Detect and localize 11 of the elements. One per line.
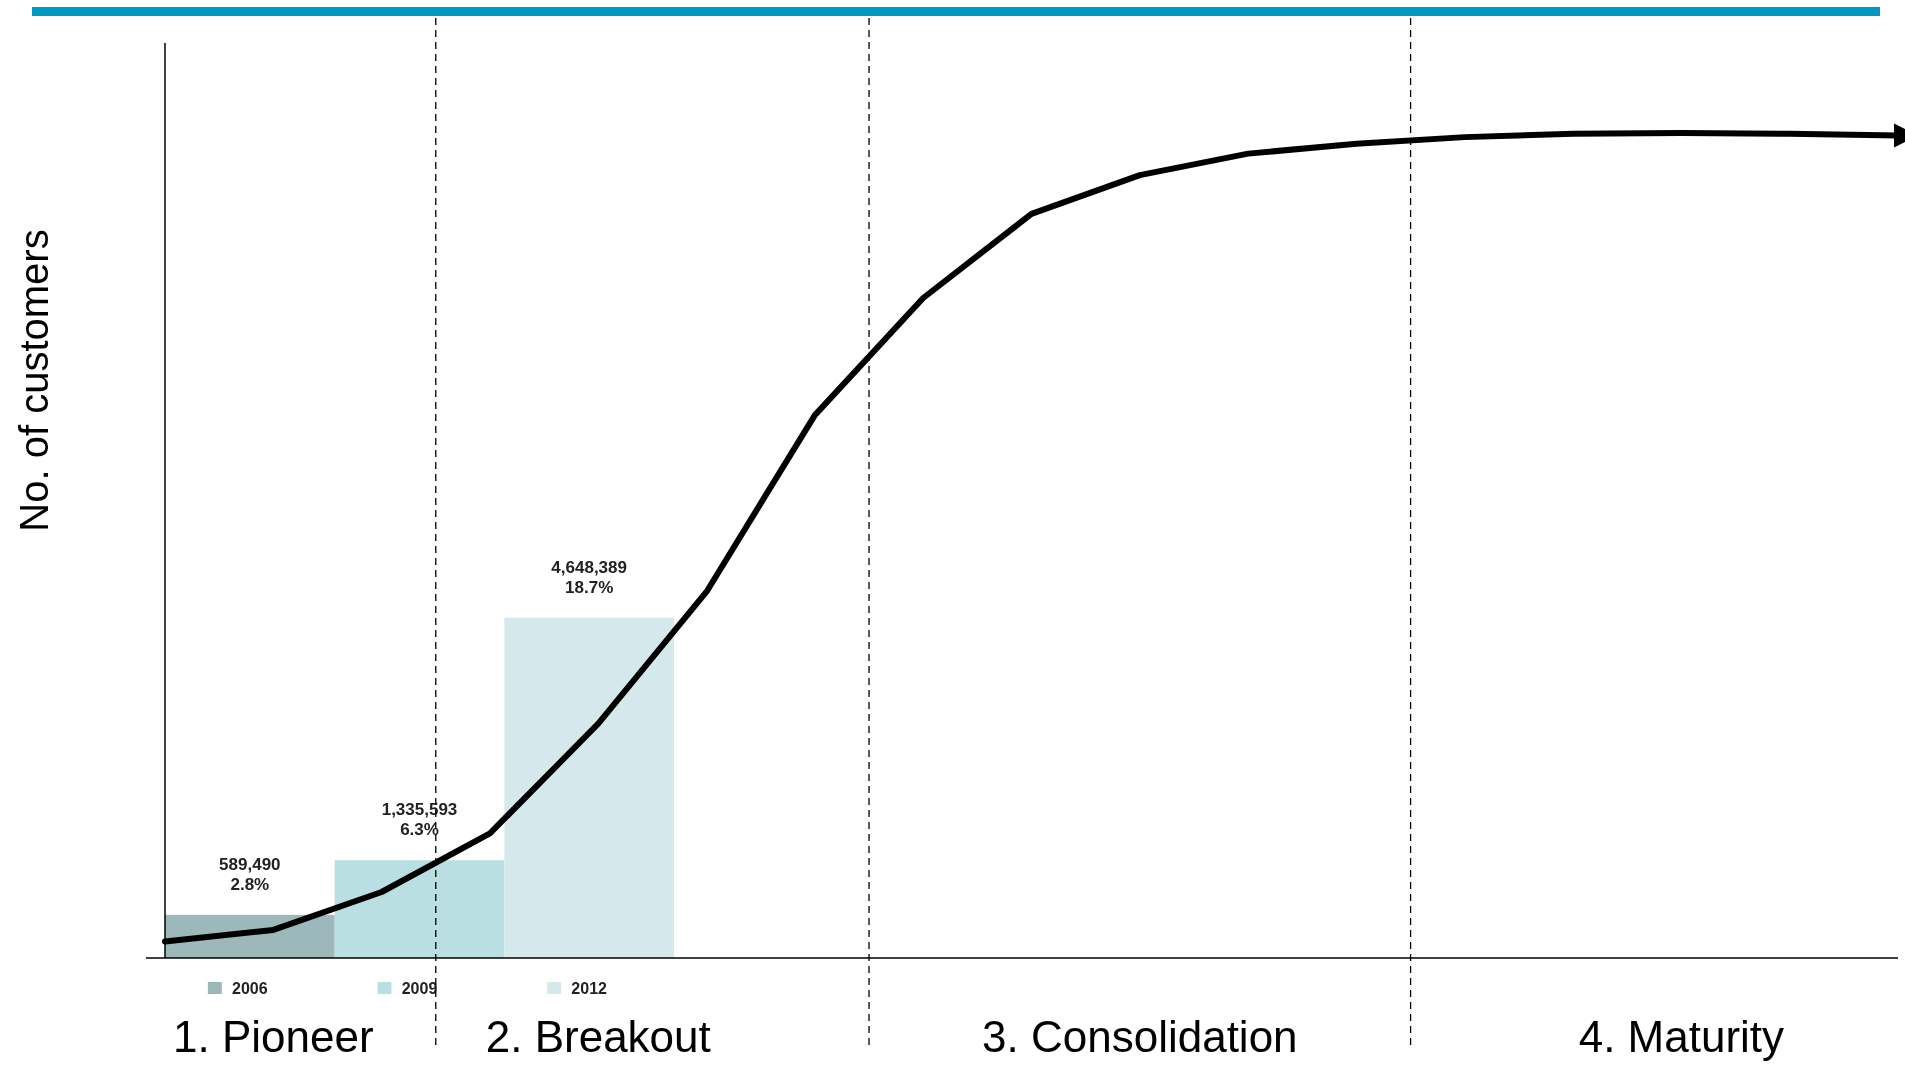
x-tick-label: 4. Maturity xyxy=(1578,1012,1785,1061)
x-tick-label: 2. Breakout xyxy=(485,1012,711,1061)
x-tick-label: 1. Pioneer xyxy=(173,1012,374,1061)
x-tick-label: 2012 xyxy=(571,980,608,997)
data-label: 4,648,389 18.7% xyxy=(551,557,627,597)
x-tick-label: 2006 xyxy=(232,980,268,997)
data-label: 589,490 2.8% xyxy=(219,854,281,894)
x-tick-label: 2009 xyxy=(401,980,438,997)
data-label: 1,335,593 6.3% xyxy=(381,800,458,840)
y-axis-title: No. of customers xyxy=(12,229,56,532)
x-tick-label: 3. Consolidation xyxy=(982,1012,1298,1061)
